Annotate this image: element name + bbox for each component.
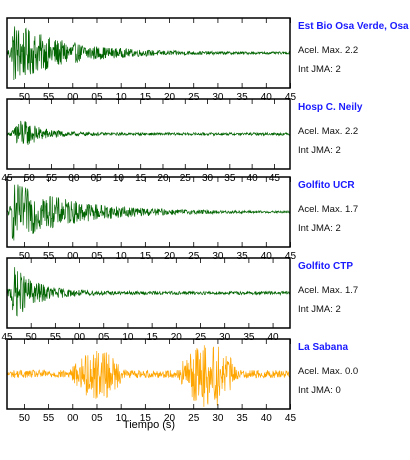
panel-4: 50 55 00 05 10 15 20 25 30 35 40 45 <box>6 338 297 424</box>
tick-label: 50 <box>19 413 31 424</box>
tick-label: 35 <box>237 413 249 424</box>
acel-max-label: Acel. Max. 1.7 <box>298 285 359 296</box>
panel-2: 50 55 00 05 10 15 20 25 30 35 40 45 <box>6 176 297 262</box>
tick-label: 25 <box>188 251 200 262</box>
tick-label: 20 <box>171 332 183 343</box>
x-axis-label: Tiempo (s) <box>123 419 175 431</box>
station-name: Golfito CTP <box>298 261 353 272</box>
acel-max-label: Acel. Max. 1.7 <box>298 204 359 215</box>
tick-label: 55 <box>43 251 55 262</box>
tick-label: 55 <box>46 173 58 184</box>
tick-label: 05 <box>91 251 103 262</box>
tick-label: 00 <box>67 92 79 103</box>
waveform-trace <box>6 184 291 241</box>
tick-label: 25 <box>188 92 200 103</box>
tick-label: 45 <box>269 173 281 184</box>
tick-label: 15 <box>135 173 147 184</box>
tick-label: 55 <box>43 413 55 424</box>
tick-label: 55 <box>50 332 62 343</box>
tick-label: 05 <box>98 332 110 343</box>
int-jma-label: Int JMA: 2 <box>298 145 341 156</box>
tick-label: 45 <box>285 92 297 103</box>
tick-label: 50 <box>24 173 36 184</box>
tick-label: 40 <box>261 92 273 103</box>
tick-label: 45 <box>285 413 297 424</box>
tick-label: 15 <box>140 92 152 103</box>
tick-label: 15 <box>140 251 152 262</box>
int-jma-label: Int JMA: 0 <box>298 385 341 396</box>
tick-label: 30 <box>212 413 224 424</box>
panel-frame <box>6 338 291 410</box>
panel-frame <box>6 257 291 329</box>
waveform-trace <box>6 120 291 146</box>
tick-label: 35 <box>224 173 236 184</box>
tick-label: 05 <box>91 413 103 424</box>
tick-label: 50 <box>26 332 38 343</box>
tick-label: 40 <box>268 332 280 343</box>
tick-label: 50 <box>19 251 31 262</box>
panel-0: 50 55 00 05 10 15 20 25 30 35 40 45 <box>6 17 297 103</box>
waveform-trace <box>6 26 291 80</box>
panel-frame <box>6 17 291 89</box>
tick-label: 05 <box>91 173 103 184</box>
tick-label: 00 <box>67 413 79 424</box>
panel-1: 45 50 55 00 05 10 15 20 25 30 35 40 45 <box>1 98 291 184</box>
tick-label: 20 <box>164 251 176 262</box>
tick-label: 00 <box>74 332 86 343</box>
station-name: Golfito UCR <box>298 180 355 191</box>
int-jma-label: Int JMA: 2 <box>298 304 341 315</box>
tick-label: 40 <box>261 251 273 262</box>
panel-frame <box>6 98 291 170</box>
tick-label: 15 <box>140 413 152 424</box>
tick-label: 10 <box>116 92 128 103</box>
tick-label: 20 <box>164 413 176 424</box>
tick-label: 45 <box>285 251 297 262</box>
tick-label: 10 <box>122 332 134 343</box>
tick-label: 25 <box>188 413 200 424</box>
waveform-trace <box>6 345 291 407</box>
panel-3: 45 50 55 00 05 10 15 20 25 30 35 40 <box>1 257 291 343</box>
tick-label: 35 <box>243 332 255 343</box>
tick-label: 00 <box>67 251 79 262</box>
tick-label: 40 <box>261 413 273 424</box>
tick-label: 20 <box>157 173 169 184</box>
tick-label: 35 <box>237 251 249 262</box>
tick-label: 25 <box>180 173 192 184</box>
int-jma-label: Int JMA: 2 <box>298 64 341 75</box>
tick-label: 25 <box>195 332 207 343</box>
tick-label: 00 <box>68 173 80 184</box>
tick-label: 40 <box>247 173 259 184</box>
station-name: La Sabana <box>298 342 349 353</box>
station-name: Hosp C. Neily <box>298 102 363 113</box>
station-name: Est Bio Osa Verde, Osa <box>298 21 409 32</box>
acel-max-label: Acel. Max. 2.2 <box>298 126 359 137</box>
tick-label: 10 <box>116 251 128 262</box>
panel-frame <box>6 176 291 248</box>
acel-max-label: Acel. Max. 0.0 <box>298 366 359 377</box>
tick-label: 30 <box>212 92 224 103</box>
tick-label: 30 <box>202 173 214 184</box>
tick-label: 45 <box>1 332 13 343</box>
tick-label: 05 <box>91 92 103 103</box>
tick-label: 10 <box>116 413 128 424</box>
tick-label: 30 <box>219 332 231 343</box>
tick-label: 20 <box>164 92 176 103</box>
tick-label: 15 <box>147 332 159 343</box>
tick-label: 30 <box>212 251 224 262</box>
int-jma-label: Int JMA: 2 <box>298 223 341 234</box>
tick-label: 50 <box>19 92 31 103</box>
waveform-trace <box>6 267 291 317</box>
tick-label: 35 <box>237 92 249 103</box>
tick-label: 10 <box>113 173 125 184</box>
acel-max-label: Acel. Max. 2.2 <box>298 45 359 56</box>
tick-label: 55 <box>43 92 55 103</box>
